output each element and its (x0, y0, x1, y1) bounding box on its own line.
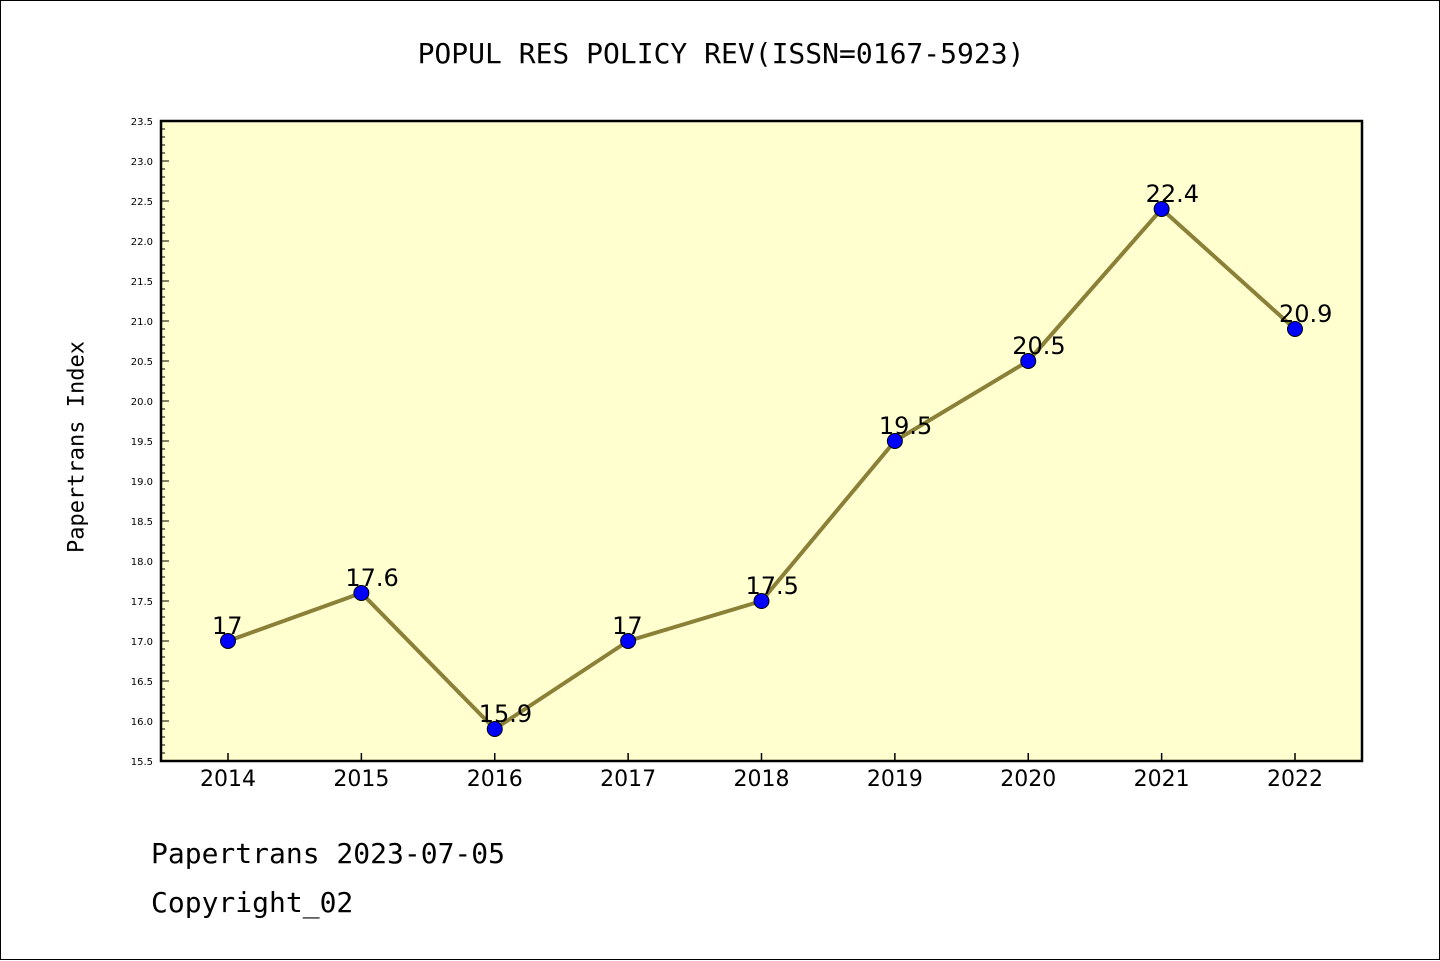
x-tick-label: 2020 (1000, 767, 1056, 792)
data-point (220, 633, 236, 649)
data-label: 19.5 (879, 412, 932, 440)
x-tick-label: 2021 (1134, 767, 1190, 792)
x-axis: 2014 2015 2016 2017 2018 2019 2020 2021 2022 (200, 753, 1323, 792)
footer-copyright: Copyright_02 (151, 886, 354, 919)
y-tick-label: 20.5 (131, 357, 153, 368)
y-tick-label: 20.0 (131, 397, 153, 408)
y-tick-label: 22.0 (131, 237, 153, 248)
y-tick-label: 21.5 (131, 277, 153, 288)
y-tick-label: 19.5 (131, 437, 153, 448)
y-tick-label: 19.0 (131, 477, 153, 488)
x-tick-label: 2015 (333, 767, 389, 792)
y-tick-label: 18.5 (131, 517, 153, 528)
x-tick-label: 2014 (200, 767, 256, 792)
x-tick-label: 2016 (467, 767, 523, 792)
data-label: 17 (612, 612, 643, 640)
y-tick-label: 21.0 (131, 317, 153, 328)
x-tick-label: 2019 (867, 767, 923, 792)
data-points (220, 201, 1303, 737)
data-point (353, 585, 370, 601)
data-point (1287, 321, 1303, 337)
data-label: 20.5 (1012, 332, 1065, 360)
y-tick-label: 16.5 (131, 677, 153, 688)
y-tick-label: 22.5 (131, 197, 153, 208)
y-tick-label: 16.0 (131, 717, 153, 728)
data-point (620, 633, 637, 649)
y-tick-label: 15.5 (131, 757, 153, 768)
x-tick-label: 2017 (600, 767, 656, 792)
data-point (1020, 353, 1037, 369)
y-tick-label: 23.5 (131, 117, 153, 128)
data-label: 20.9 (1279, 300, 1332, 328)
data-label: 17 (212, 612, 243, 640)
y-tick-label: 17.5 (131, 597, 153, 608)
y-axis: 15.5 16.0 16.5 17.0 17.5 18.0 18.5 19.0 19.5 20.0… (131, 117, 169, 768)
plot-area (159, 119, 1364, 763)
data-label: 17.5 (746, 572, 799, 600)
chart-title: POPUL RES POLICY REV(ISSN=0167-5923) (417, 37, 1025, 70)
data-label: 15.9 (479, 700, 532, 728)
data-label: 22.4 (1146, 180, 1199, 208)
x-tick-label: 2018 (734, 767, 790, 792)
y-tick-label: 18.0 (131, 557, 153, 568)
x-tick-label: 2022 (1267, 767, 1323, 792)
data-point (753, 593, 770, 609)
footer-date: Papertrans 2023-07-05 (151, 837, 506, 870)
data-point (486, 721, 503, 737)
y-tick-label: 17.0 (131, 637, 153, 648)
y-tick-label: 23.0 (131, 157, 153, 168)
data-labels: 17 17.6 15.9 17 17.5 19.5 20.5 22.4 20.9 (212, 180, 1332, 728)
data-label: 17.6 (345, 564, 398, 592)
data-point (886, 433, 903, 449)
data-point (1153, 201, 1170, 217)
